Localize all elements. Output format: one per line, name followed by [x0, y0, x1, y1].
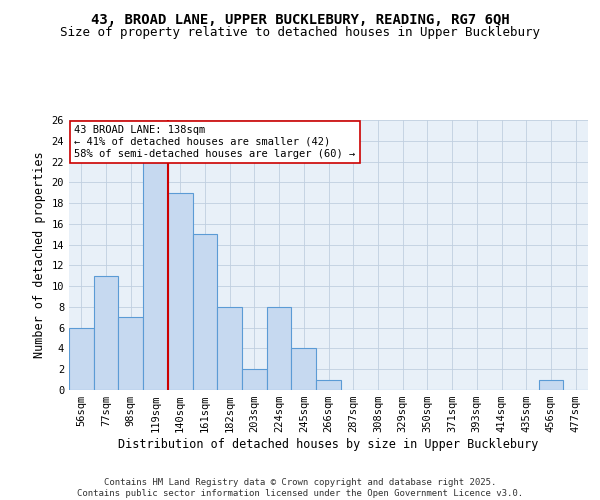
Bar: [539, 380, 563, 390]
Bar: [316, 380, 341, 390]
Bar: [292, 348, 316, 390]
Y-axis label: Number of detached properties: Number of detached properties: [33, 152, 46, 358]
Text: 43 BROAD LANE: 138sqm
← 41% of detached houses are smaller (42)
58% of semi-deta: 43 BROAD LANE: 138sqm ← 41% of detached …: [74, 126, 355, 158]
Bar: [94, 276, 118, 390]
Text: 43, BROAD LANE, UPPER BUCKLEBURY, READING, RG7 6QH: 43, BROAD LANE, UPPER BUCKLEBURY, READIN…: [91, 12, 509, 26]
Bar: [143, 162, 168, 390]
Bar: [118, 318, 143, 390]
Bar: [193, 234, 217, 390]
Bar: [217, 307, 242, 390]
Text: Size of property relative to detached houses in Upper Bucklebury: Size of property relative to detached ho…: [60, 26, 540, 39]
X-axis label: Distribution of detached houses by size in Upper Bucklebury: Distribution of detached houses by size …: [118, 438, 539, 451]
Bar: [69, 328, 94, 390]
Bar: [168, 192, 193, 390]
Text: Contains HM Land Registry data © Crown copyright and database right 2025.
Contai: Contains HM Land Registry data © Crown c…: [77, 478, 523, 498]
Bar: [242, 369, 267, 390]
Bar: [267, 307, 292, 390]
